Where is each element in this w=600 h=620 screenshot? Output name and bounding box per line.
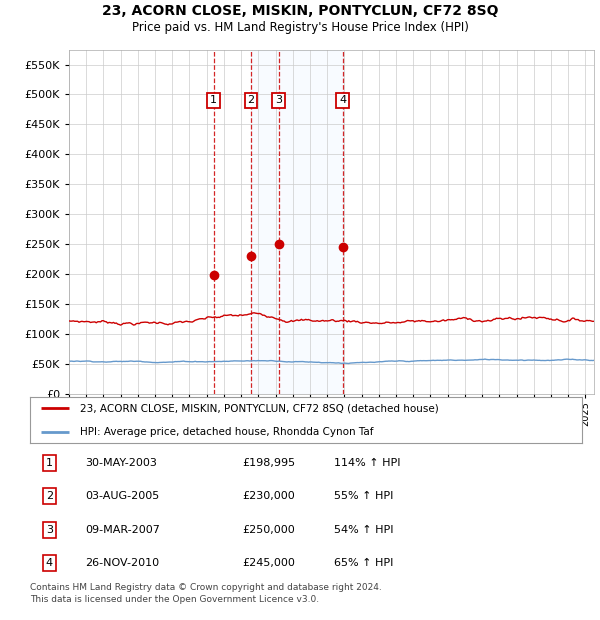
Text: Price paid vs. HM Land Registry's House Price Index (HPI): Price paid vs. HM Land Registry's House … bbox=[131, 21, 469, 34]
Text: 23, ACORN CLOSE, MISKIN, PONTYCLUN, CF72 8SQ: 23, ACORN CLOSE, MISKIN, PONTYCLUN, CF72… bbox=[102, 4, 498, 19]
Text: Contains HM Land Registry data © Crown copyright and database right 2024.
This d: Contains HM Land Registry data © Crown c… bbox=[30, 583, 382, 604]
Text: 4: 4 bbox=[46, 558, 53, 568]
Text: 1: 1 bbox=[210, 95, 217, 105]
Text: HPI: Average price, detached house, Rhondda Cynon Taf: HPI: Average price, detached house, Rhon… bbox=[80, 427, 373, 437]
Text: £245,000: £245,000 bbox=[242, 558, 295, 568]
Text: £230,000: £230,000 bbox=[242, 492, 295, 502]
Text: 2: 2 bbox=[46, 492, 53, 502]
Text: 30-MAY-2003: 30-MAY-2003 bbox=[85, 458, 157, 468]
Text: £250,000: £250,000 bbox=[242, 525, 295, 534]
Text: 2: 2 bbox=[248, 95, 254, 105]
Text: £198,995: £198,995 bbox=[242, 458, 295, 468]
Text: 03-AUG-2005: 03-AUG-2005 bbox=[85, 492, 160, 502]
Text: 3: 3 bbox=[46, 525, 53, 534]
Text: 54% ↑ HPI: 54% ↑ HPI bbox=[334, 525, 393, 534]
Text: 26-NOV-2010: 26-NOV-2010 bbox=[85, 558, 160, 568]
Bar bbox=[251, 50, 343, 394]
Text: 23, ACORN CLOSE, MISKIN, PONTYCLUN, CF72 8SQ (detached house): 23, ACORN CLOSE, MISKIN, PONTYCLUN, CF72… bbox=[80, 404, 439, 414]
Text: 3: 3 bbox=[275, 95, 282, 105]
Text: 1: 1 bbox=[46, 458, 53, 468]
Text: 09-MAR-2007: 09-MAR-2007 bbox=[85, 525, 160, 534]
Text: 4: 4 bbox=[339, 95, 346, 105]
Text: 114% ↑ HPI: 114% ↑ HPI bbox=[334, 458, 400, 468]
Text: 65% ↑ HPI: 65% ↑ HPI bbox=[334, 558, 393, 568]
Text: 55% ↑ HPI: 55% ↑ HPI bbox=[334, 492, 393, 502]
